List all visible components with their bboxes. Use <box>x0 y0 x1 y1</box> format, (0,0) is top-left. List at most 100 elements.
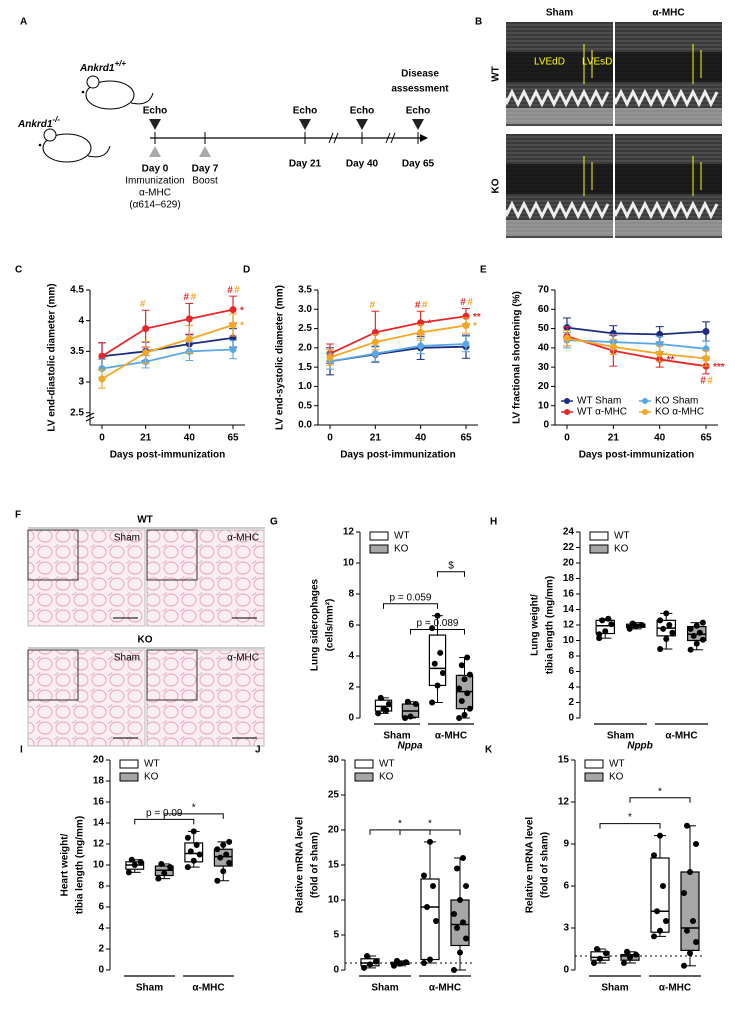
row-label: WT <box>491 66 502 82</box>
legend-label: KO α-MHC <box>655 407 704 418</box>
data-point <box>220 842 227 849</box>
y-tick-label: 10 <box>538 400 550 411</box>
data-point <box>462 340 470 348</box>
bracket-label: * <box>398 819 402 830</box>
series-line <box>566 326 707 336</box>
y-tick-label: 12 <box>93 839 105 850</box>
x-tick-label: Sham <box>383 731 410 742</box>
data-point <box>217 854 224 861</box>
panel-label: A <box>20 17 27 28</box>
data-point <box>605 615 612 622</box>
y-axis-title: tibia length (mg/mm) <box>75 816 86 914</box>
panel-label: G <box>270 517 278 528</box>
legend-label: KO <box>144 772 159 783</box>
y-tick-label: 15 <box>328 860 340 871</box>
x-tick-label: 21 <box>370 433 382 444</box>
data-point <box>190 828 197 835</box>
data-point <box>687 869 693 875</box>
y-tick-label: 2.0 <box>298 342 312 353</box>
data-point <box>403 959 409 966</box>
genotype: Ankrd1-/- <box>17 115 60 130</box>
bracket <box>629 797 691 803</box>
data-point <box>430 883 436 889</box>
data-point <box>433 918 439 924</box>
echo-wall <box>613 200 719 220</box>
panel-label: D <box>243 265 250 276</box>
histology-inset <box>146 529 198 581</box>
data-point <box>214 877 221 884</box>
data-point <box>702 327 710 335</box>
data-point <box>404 698 411 705</box>
data-point <box>657 832 663 839</box>
y-tick-label: 9 <box>563 839 569 850</box>
data-point <box>460 855 466 861</box>
y-tick-label: 24 <box>563 527 575 538</box>
y-tick-label: 3.5 <box>70 346 84 357</box>
x-tick-label: α-MHC <box>429 983 461 994</box>
legend-label: WT Sham <box>577 396 621 407</box>
significance-label: # <box>140 299 146 310</box>
legend-label: WT <box>379 759 395 770</box>
data-point <box>629 620 636 627</box>
x-tick-label: 65 <box>460 433 472 444</box>
data-point <box>158 860 165 867</box>
data-point <box>462 321 470 329</box>
echo-cavity <box>506 164 613 194</box>
data-point <box>375 710 382 717</box>
y-tick-label: 4.5 <box>70 285 84 296</box>
data-point <box>663 918 669 924</box>
y-tick-label: 0 <box>348 713 354 724</box>
legend-swatch <box>119 759 139 769</box>
panel-label: I <box>20 745 23 756</box>
y-tick-label: 4 <box>78 315 84 326</box>
y-tick-label: 12 <box>343 527 355 538</box>
data-point <box>196 851 203 858</box>
y-tick-label: 30 <box>328 755 340 766</box>
y-tick-label: 20 <box>538 381 550 392</box>
data-point <box>371 350 379 358</box>
echo-bottom <box>615 220 722 236</box>
y-axis-title: (fold of sham) <box>540 832 551 898</box>
data-point <box>142 349 150 357</box>
data-point <box>193 842 200 849</box>
data-point <box>651 852 657 859</box>
genotype-sup: -/- <box>52 115 60 124</box>
y-tick-label: 8 <box>348 589 354 600</box>
data-point <box>696 629 703 636</box>
data-point <box>599 617 606 624</box>
bracket <box>163 813 224 819</box>
data-point <box>681 962 687 969</box>
y-tick-label: 2.5 <box>298 323 312 334</box>
y-tick-label: 4 <box>568 682 574 693</box>
genotype-label: KO <box>138 635 153 646</box>
histology-inset <box>27 649 79 701</box>
y-axis-title: Relative mRNA level <box>295 817 306 914</box>
data-point <box>699 636 706 643</box>
legend-swatch <box>369 531 389 541</box>
data-point <box>421 872 427 879</box>
echo-cavity <box>506 52 613 82</box>
y-tick-label: 15 <box>558 755 570 766</box>
legend-swatch <box>589 544 609 554</box>
data-point <box>591 960 597 966</box>
series-line <box>329 343 467 363</box>
data-point <box>669 629 676 636</box>
echo-label: Echo <box>350 106 374 117</box>
data-point <box>454 925 460 931</box>
series-line <box>101 348 234 370</box>
y-tick-label: 18 <box>93 776 105 787</box>
y-tick-label: 0.5 <box>298 400 312 411</box>
data-point <box>687 646 694 653</box>
data-point <box>417 342 425 350</box>
data-point <box>185 315 193 323</box>
bracket-label: * <box>658 786 662 797</box>
data-point <box>663 610 670 617</box>
echo-wall <box>504 200 610 220</box>
mouse-tail <box>130 92 154 105</box>
series-line <box>101 336 234 358</box>
significance-label: * <box>428 318 432 329</box>
data-point <box>681 890 687 896</box>
data-point <box>660 625 667 632</box>
x-tick-label: 21 <box>608 433 620 444</box>
echo-marker <box>356 119 368 130</box>
